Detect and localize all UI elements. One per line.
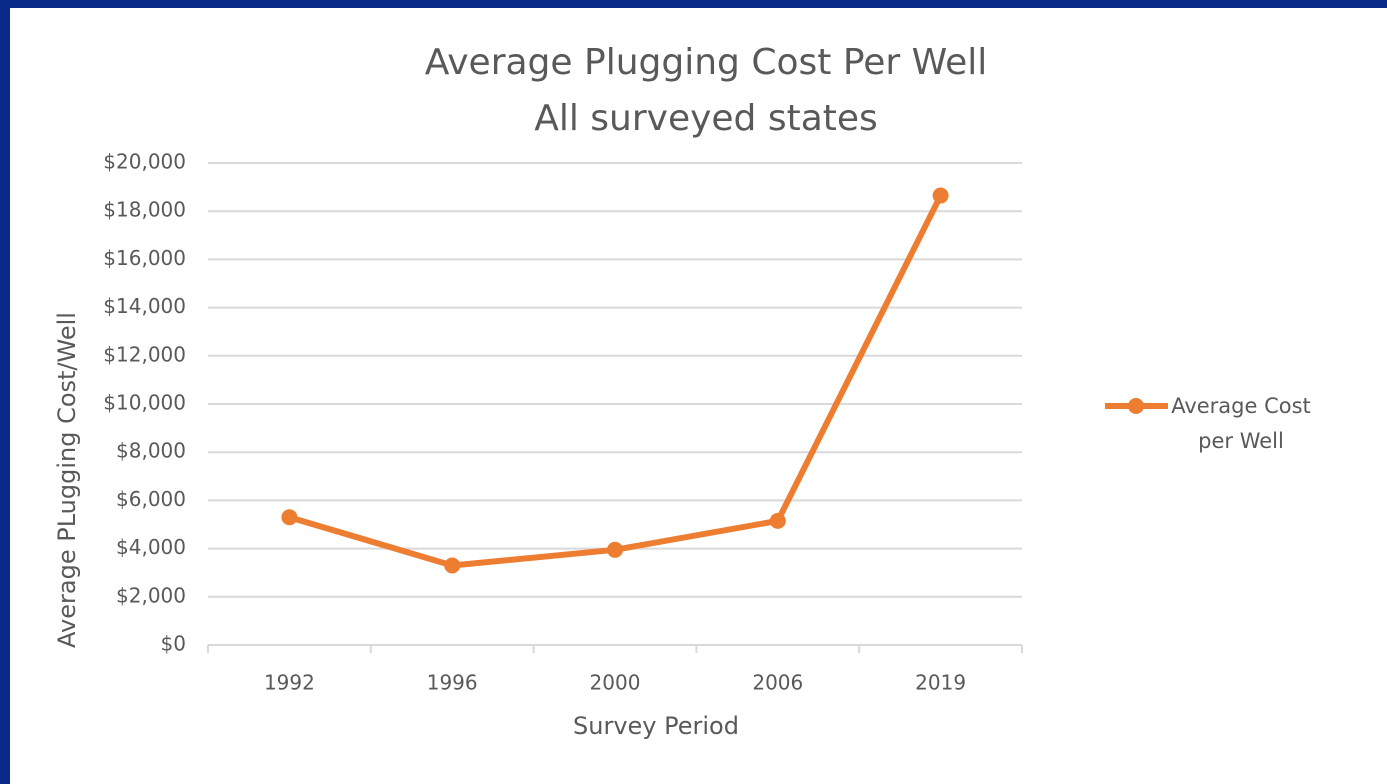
chart-title: Average Plugging Cost Per Well bbox=[425, 42, 988, 83]
y-tick-label: $14,000 bbox=[103, 294, 186, 318]
x-tick-label: 2019 bbox=[915, 671, 966, 695]
x-tick-label: 2000 bbox=[590, 671, 641, 695]
chart-subtitle: All surveyed states bbox=[534, 98, 878, 139]
y-tick-label: $16,000 bbox=[103, 246, 186, 270]
y-tick-label: $2,000 bbox=[116, 583, 186, 607]
y-tick-label: $18,000 bbox=[103, 198, 186, 222]
y-tick-label: $0 bbox=[161, 632, 186, 656]
y-tick-label: $4,000 bbox=[116, 535, 186, 559]
line bbox=[288, 194, 944, 569]
y-tick-label: $20,000 bbox=[103, 150, 186, 174]
chart-panel bbox=[10, 8, 1387, 784]
marker bbox=[607, 541, 623, 558]
x-axis-label: Survey Period bbox=[573, 712, 739, 740]
marker bbox=[769, 512, 786, 529]
y-tick-label: $6,000 bbox=[116, 487, 186, 511]
legend-marker bbox=[1128, 398, 1144, 414]
x-tick-label: 1996 bbox=[427, 671, 478, 695]
y-tick-label: $10,000 bbox=[103, 391, 186, 415]
marker bbox=[281, 509, 298, 526]
marker bbox=[444, 557, 461, 574]
legend-label: Average Cost per Well bbox=[1171, 394, 1311, 453]
y-tick-label: $8,000 bbox=[116, 439, 186, 463]
marker bbox=[932, 187, 949, 204]
x-tick-label: 2006 bbox=[752, 671, 803, 695]
x-tick-label: 1992 bbox=[264, 671, 315, 695]
y-tick-label: $12,000 bbox=[103, 342, 186, 366]
y-axis-label: Average PLugging Cost/Well bbox=[53, 312, 81, 648]
